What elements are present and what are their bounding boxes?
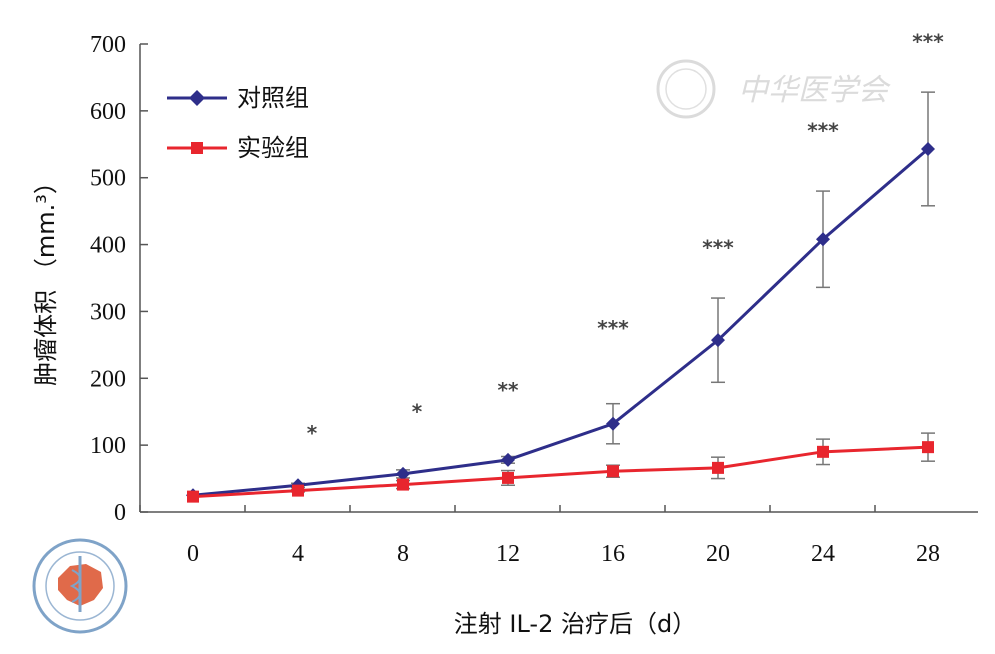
- watermark-top-right: 中华医学会: [656, 59, 891, 119]
- significance-marker: **: [498, 378, 519, 402]
- x-tick-label: 4: [292, 541, 304, 567]
- y-tick-label: 600: [90, 99, 126, 125]
- series-line-control: [192, 147, 929, 497]
- y-tick-label: 200: [90, 366, 126, 392]
- legend-diamond-marker: [189, 90, 205, 106]
- data-point-experiment: [922, 441, 934, 454]
- data-point-experiment: [502, 471, 514, 484]
- data-point-experiment: [292, 484, 304, 497]
- x-axis-title: 注射 IL-2 治疗后（d）: [454, 610, 696, 638]
- data-point-experiment: [712, 461, 724, 474]
- legend-square-marker: [191, 142, 203, 154]
- legend-label-experiment: 实验组: [237, 134, 309, 162]
- data-point-control: [606, 416, 620, 431]
- data-point-control: [921, 141, 935, 156]
- data-point-experiment: [187, 490, 199, 503]
- x-tick-label: 24: [811, 541, 835, 567]
- significance-marker: ***: [702, 236, 734, 260]
- y-tick-label: 500: [90, 166, 126, 192]
- y-tick-label: 300: [90, 299, 126, 325]
- y-tick-label: 100: [90, 433, 126, 459]
- x-tick-label: 8: [397, 541, 409, 567]
- y-tick-label: 700: [90, 32, 126, 58]
- significance-marker: *: [412, 399, 423, 423]
- watermark-seal-icon: [656, 59, 716, 119]
- data-point-control: [711, 333, 725, 348]
- significance-marker: ***: [912, 30, 944, 54]
- legend: 对照组 实验组: [167, 84, 309, 162]
- significance-marker: ***: [597, 316, 629, 340]
- association-logo-icon: [32, 538, 128, 634]
- data-point-control: [396, 466, 410, 481]
- data-point-control: [501, 452, 515, 467]
- y-axis-title: 肿瘤体积 （mm.³）: [32, 170, 60, 386]
- data-point-experiment: [817, 445, 829, 458]
- significance-marker: ***: [807, 119, 839, 143]
- series-line-experiment: [192, 445, 929, 499]
- x-tick-label: 16: [601, 541, 625, 567]
- watermark-text: 中华医学会: [738, 73, 891, 108]
- y-tick-label: 400: [90, 233, 126, 259]
- x-tick-label: 12: [496, 541, 520, 567]
- x-tick-label: 28: [916, 541, 940, 567]
- y-tick-label: 0: [114, 500, 126, 526]
- significance-marker: *: [307, 421, 318, 445]
- data-point-control: [816, 232, 830, 247]
- data-point-experiment: [397, 478, 409, 491]
- legend-label-control: 对照组: [237, 84, 309, 112]
- x-tick-label: 20: [706, 541, 730, 567]
- x-tick-label: 0: [187, 541, 199, 567]
- data-point-experiment: [607, 465, 619, 478]
